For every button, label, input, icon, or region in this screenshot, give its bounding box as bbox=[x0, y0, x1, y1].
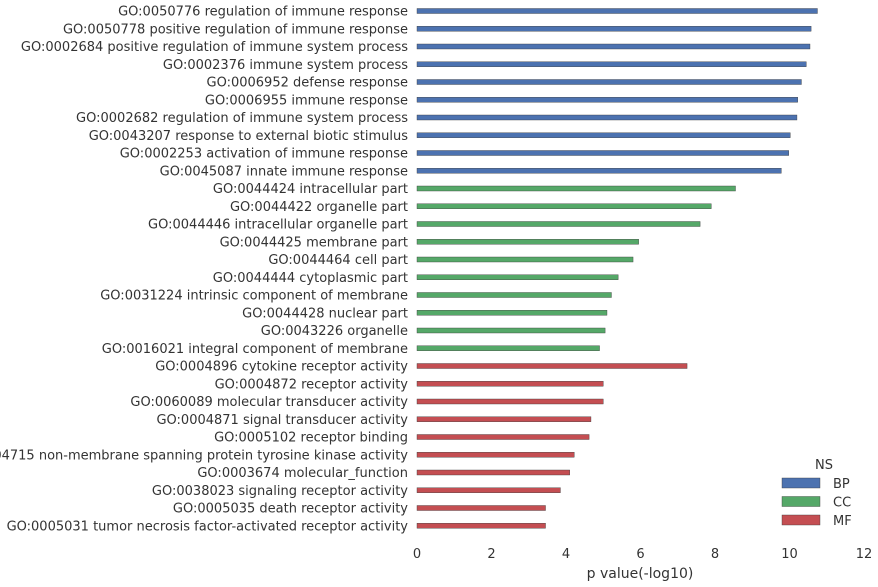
bar-20 bbox=[416, 345, 600, 351]
bar-8 bbox=[416, 132, 791, 138]
bar-2 bbox=[416, 26, 812, 32]
bar-25 bbox=[416, 434, 590, 440]
x-tick-label-2: 2 bbox=[487, 547, 495, 562]
bar-12 bbox=[416, 203, 712, 209]
category-label-6: GO:0006955 immune response bbox=[205, 93, 408, 108]
bar-24 bbox=[416, 416, 592, 422]
legend-label-bp: BP bbox=[833, 477, 850, 492]
category-label-3: GO:0002684 positive regulation of immune… bbox=[21, 40, 408, 55]
category-label-24: GO:0004871 signal transducer activity bbox=[156, 413, 408, 428]
category-labels: GO:0050776 regulation of immune response… bbox=[0, 5, 408, 535]
category-label-11: GO:0044424 intracellular part bbox=[213, 182, 408, 197]
category-label-16: GO:0044444 cytoplasmic part bbox=[213, 271, 408, 286]
category-label-29: GO:0005035 death receptor activity bbox=[173, 502, 408, 517]
category-label-13: GO:0044446 intracellular organelle part bbox=[148, 218, 408, 233]
bar-18 bbox=[416, 310, 608, 316]
bar-15 bbox=[416, 256, 634, 263]
category-label-17: GO:0031224 intrinsic component of membra… bbox=[100, 289, 408, 304]
bar-21 bbox=[416, 363, 688, 369]
category-label-18: GO:0044428 nuclear part bbox=[242, 306, 408, 321]
category-label-22: GO:0004872 receptor activity bbox=[215, 377, 409, 392]
bar-29 bbox=[416, 505, 546, 511]
x-tick-label-4: 4 bbox=[562, 547, 570, 562]
x-tick-label-10: 10 bbox=[781, 547, 798, 562]
legend-swatch-bp bbox=[781, 477, 821, 489]
category-label-14: GO:0044425 membrane part bbox=[220, 235, 408, 250]
bar-19 bbox=[416, 327, 606, 334]
legend-swatch-cc bbox=[781, 496, 821, 507]
bar-30 bbox=[416, 523, 546, 529]
category-label-8: GO:0043207 response to external biotic s… bbox=[89, 129, 409, 144]
bar-22 bbox=[416, 381, 604, 387]
category-label-19: GO:0043226 organelle bbox=[261, 324, 408, 339]
bar-10 bbox=[416, 168, 782, 174]
category-label-28: GO:0038023 signaling receptor activity bbox=[152, 484, 408, 499]
bar-28 bbox=[416, 487, 561, 493]
category-label-4: GO:0002376 immune system process bbox=[163, 58, 408, 73]
legend-title: NS bbox=[815, 458, 833, 473]
category-label-27: GO:0003674 molecular_function bbox=[197, 466, 408, 481]
bars-layer bbox=[416, 8, 818, 529]
category-label-12: GO:0044422 organelle part bbox=[230, 200, 408, 215]
x-tick-label-12: 12 bbox=[856, 547, 873, 562]
category-label-5: GO:0006952 defense response bbox=[207, 76, 409, 91]
category-label-25: GO:0005102 receptor binding bbox=[214, 431, 408, 446]
category-label-30: GO:0005031 tumor necrosis factor-activat… bbox=[7, 519, 409, 534]
category-label-7: GO:0002682 regulation of immune system p… bbox=[76, 111, 408, 126]
category-label-15: GO:0044464 cell part bbox=[268, 253, 408, 268]
category-label-26: GO:0004715 non-membrane spanning protein… bbox=[0, 448, 408, 463]
x-axis-label: p value(-log10) bbox=[587, 566, 694, 582]
category-label-20: GO:0016021 integral component of membran… bbox=[102, 342, 408, 357]
bar-6 bbox=[416, 97, 798, 103]
bar-4 bbox=[416, 61, 807, 67]
bar-26 bbox=[416, 452, 575, 458]
bar-23 bbox=[416, 398, 604, 405]
legend-label-cc: CC bbox=[833, 496, 851, 511]
bar-14 bbox=[416, 239, 639, 245]
bar-27 bbox=[416, 469, 570, 476]
bar-1 bbox=[416, 8, 818, 14]
category-label-21: GO:0004896 cytokine receptor activity bbox=[155, 360, 408, 375]
category-label-10: GO:0045087 innate immune response bbox=[160, 164, 408, 179]
bar-11 bbox=[416, 185, 736, 192]
category-label-23: GO:0060089 molecular transducer activity bbox=[130, 395, 408, 410]
x-tick-label-8: 8 bbox=[711, 547, 719, 562]
category-label-9: GO:0002253 activation of immune response bbox=[120, 147, 408, 162]
category-label-2: GO:0050778 positive regulation of immune… bbox=[63, 22, 408, 37]
x-axis-ticks: 0 2 4 6 8 10 12 bbox=[413, 547, 872, 562]
bar-13 bbox=[416, 221, 701, 227]
legend-swatch-mf bbox=[781, 514, 821, 526]
x-tick-label-6: 6 bbox=[636, 547, 644, 562]
bar-7 bbox=[416, 114, 798, 121]
bar-9 bbox=[416, 150, 789, 156]
legend-label-mf: MF bbox=[833, 514, 852, 529]
category-label-1: GO:0050776 regulation of immune response bbox=[118, 5, 408, 20]
bar-16 bbox=[416, 274, 619, 280]
x-tick-label-0: 0 bbox=[413, 547, 421, 562]
bar-3 bbox=[416, 43, 811, 50]
bar-5 bbox=[416, 79, 802, 85]
bar-17 bbox=[416, 292, 612, 298]
